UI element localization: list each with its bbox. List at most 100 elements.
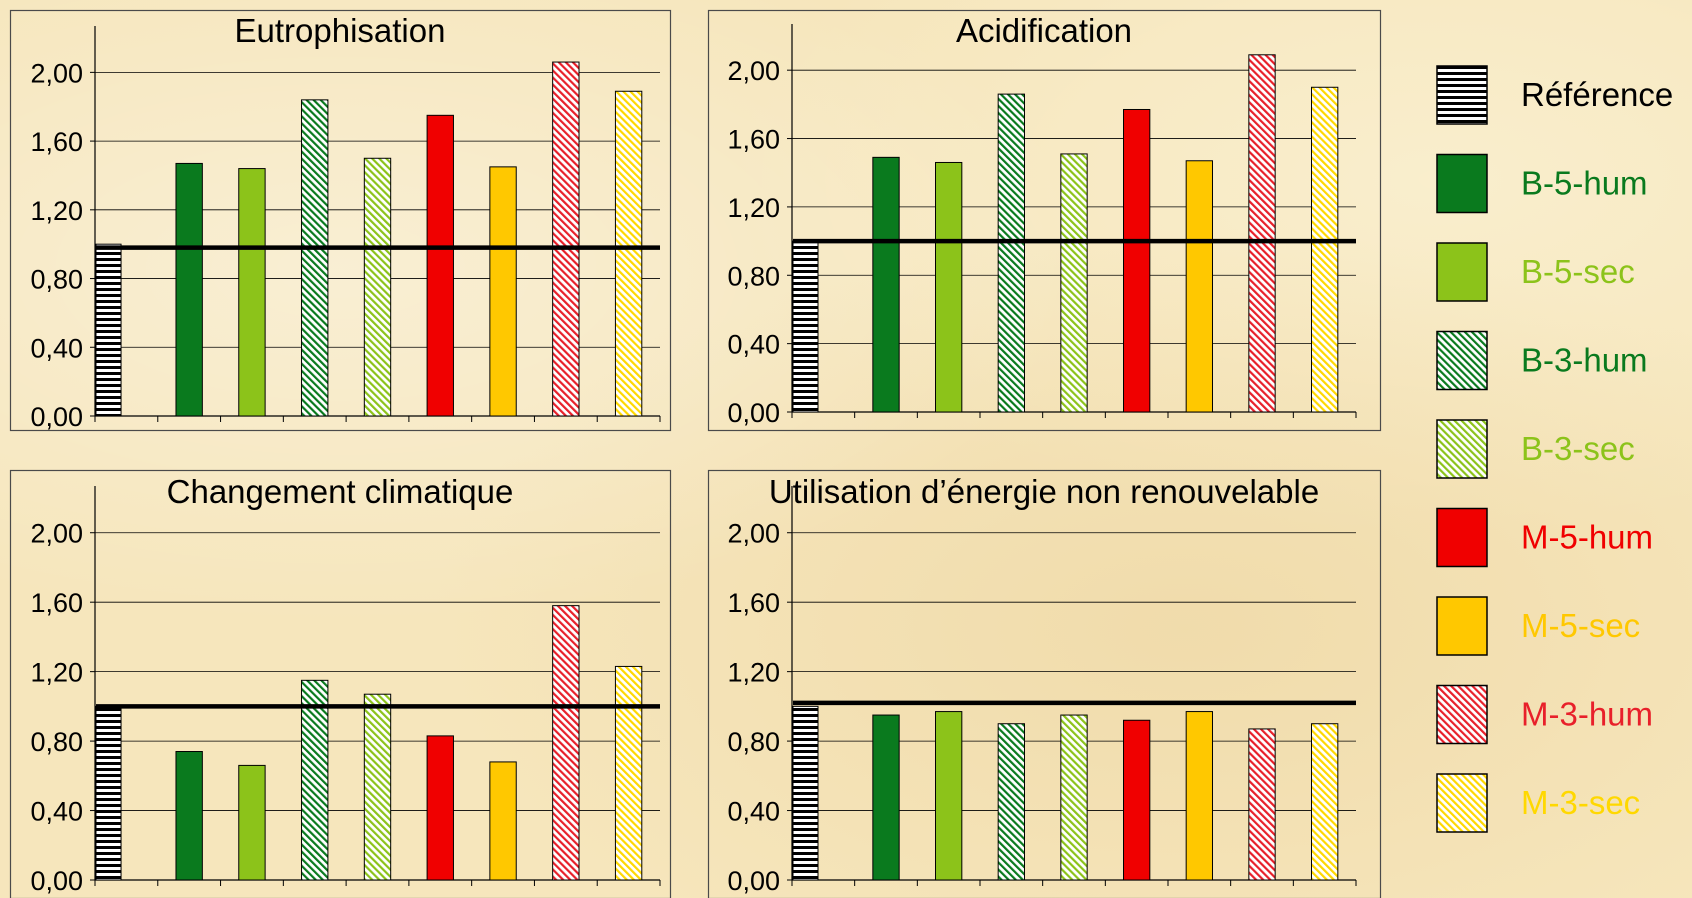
chart-panels: 0,000,400,801,201,602,00Eutrophisation0,… [9, 9, 1382, 898]
bar-b-5-hum [175, 751, 203, 881]
legend-label: B-3-sec [1521, 430, 1635, 467]
y-tick-label: 2,00 [727, 519, 780, 549]
legend-swatch [1436, 507, 1488, 568]
bar-m-3-sec [1311, 86, 1339, 413]
y-tick-label: 0,00 [727, 866, 780, 896]
legend-swatch [1436, 773, 1488, 833]
chart-frame [707, 469, 1382, 898]
y-tick-label: 2,00 [30, 58, 83, 88]
chart-panel-eutrophisation: 0,00 0,40 0,80 1,20 1,60 2,00 Eutrophisation [9, 9, 672, 432]
y-tick-label: 1,20 [727, 193, 780, 223]
legend: Référence B-5-hum B-5-sec B-3-hum B-3-sec M-5… [1436, 65, 1673, 833]
chart-frame [9, 469, 672, 898]
y-tick-label: 0,00 [727, 398, 780, 428]
bar-b-5-sec [935, 161, 963, 413]
y-tick-label: 1,20 [30, 658, 83, 688]
y-tick-label: 0,80 [727, 727, 780, 757]
legend-item-b-3-hum: B-3-hum [1436, 330, 1648, 391]
legend-item-b-3-sec: B-3-sec [1436, 419, 1635, 479]
chart-title: Acidification [956, 12, 1132, 49]
bar-reference [95, 243, 122, 417]
bar-m-5-hum [1123, 719, 1151, 881]
bar-m-3-sec [1311, 723, 1339, 881]
bar-b-5-sec [238, 764, 266, 881]
chart-panel-acidification: 0,00 0,40 0,80 1,20 1,60 2,00 Acidification [707, 9, 1382, 432]
y-tick-label: 1,60 [30, 588, 83, 618]
chart-frame [707, 9, 1382, 432]
y-tick-label: 0,80 [727, 261, 780, 291]
y-tick-label: 1,20 [727, 658, 780, 688]
bar-b-3-hum [301, 679, 329, 881]
bar-b-3-sec [1060, 714, 1088, 881]
bar-m-3-hum [1248, 728, 1276, 881]
bar-b-3-hum [997, 93, 1025, 413]
legend-label: M-3-hum [1521, 696, 1653, 733]
y-tick-label: 0,40 [30, 797, 83, 827]
bar-b-5-hum [872, 714, 900, 881]
bar-b-3-hum [997, 723, 1025, 881]
bar-b-5-hum [872, 156, 900, 413]
y-tick-label: 0,80 [30, 727, 83, 757]
y-tick-label: 0,40 [727, 797, 780, 827]
y-tick-label: 0,40 [727, 330, 780, 360]
bar-m-3-sec [614, 90, 643, 417]
legend-swatch [1436, 65, 1488, 125]
y-tick-label: 1,60 [727, 588, 780, 618]
legend-label: B-5-sec [1521, 253, 1635, 290]
legend-swatch [1436, 242, 1488, 302]
bar-m-3-sec [614, 665, 643, 881]
bar-m-5-sec [1185, 160, 1213, 413]
legend-item-b-5-sec: B-5-sec [1436, 242, 1635, 302]
legend-item-reference: Référence [1436, 65, 1673, 125]
y-tick-label: 1,60 [30, 127, 83, 157]
legend-label: M-5-sec [1521, 607, 1640, 644]
chart-title: Utilisation d’énergie non renouvelable [769, 473, 1319, 510]
bar-m-5-sec [489, 761, 517, 881]
legend-swatch [1436, 153, 1488, 214]
legend-item-m-3-sec: M-3-sec [1436, 773, 1640, 833]
legend-item-m-5-hum: M-5-hum [1436, 507, 1653, 568]
legend-swatch [1436, 596, 1488, 656]
bar-reference [95, 705, 122, 881]
y-tick-label: 0,40 [30, 333, 83, 363]
legend-swatch [1436, 419, 1488, 479]
legend-label: B-3-hum [1521, 342, 1648, 379]
bar-m-3-hum [1248, 54, 1276, 413]
y-tick-label: 0,00 [30, 866, 83, 896]
chart-panel-utilisation-denergie-non-renouvelable: 0,00 0,40 0,80 1,20 1,60 2,00 Utilisation d’én… [707, 469, 1382, 898]
bar-m-3-hum [552, 61, 580, 417]
chart-title: Changement climatique [167, 473, 514, 510]
y-tick-label: 0,00 [30, 402, 83, 432]
bar-b-5-sec [238, 168, 266, 417]
legend-label: B-5-hum [1521, 165, 1648, 202]
legend-item-m-3-hum: M-3-hum [1436, 684, 1653, 745]
bar-b-3-sec [363, 157, 392, 417]
bar-m-5-hum [1123, 108, 1151, 413]
bar-m-3-hum [552, 605, 580, 881]
bar-b-3-sec [1060, 153, 1088, 413]
bar-m-5-sec [1185, 711, 1213, 881]
y-tick-label: 0,80 [30, 265, 83, 295]
legend-label: M-5-hum [1521, 519, 1653, 556]
y-tick-label: 1,20 [30, 196, 83, 226]
y-tick-label: 2,00 [727, 56, 780, 86]
chart-frame [9, 9, 672, 432]
bar-m-5-hum [426, 735, 454, 881]
legend-swatch [1436, 684, 1488, 745]
bar-m-5-hum [426, 114, 454, 417]
chart-panel-changement-climatique: 0,00 0,40 0,80 1,20 1,60 2,00 Changement clima… [9, 469, 672, 898]
legend-label: Référence [1521, 76, 1673, 113]
legend-item-b-5-hum: B-5-hum [1436, 153, 1648, 214]
legend-swatch [1436, 330, 1488, 391]
bar-reference [792, 705, 819, 881]
chart-title: Eutrophisation [235, 12, 446, 49]
y-tick-label: 1,60 [727, 125, 780, 155]
legend-label: M-3-sec [1521, 784, 1640, 821]
bar-b-5-sec [935, 711, 963, 881]
bar-m-5-sec [489, 166, 517, 417]
bar-reference [792, 240, 819, 413]
y-tick-label: 2,00 [30, 519, 83, 549]
bar-b-3-hum [301, 99, 329, 417]
legend-item-m-5-sec: M-5-sec [1436, 596, 1640, 656]
